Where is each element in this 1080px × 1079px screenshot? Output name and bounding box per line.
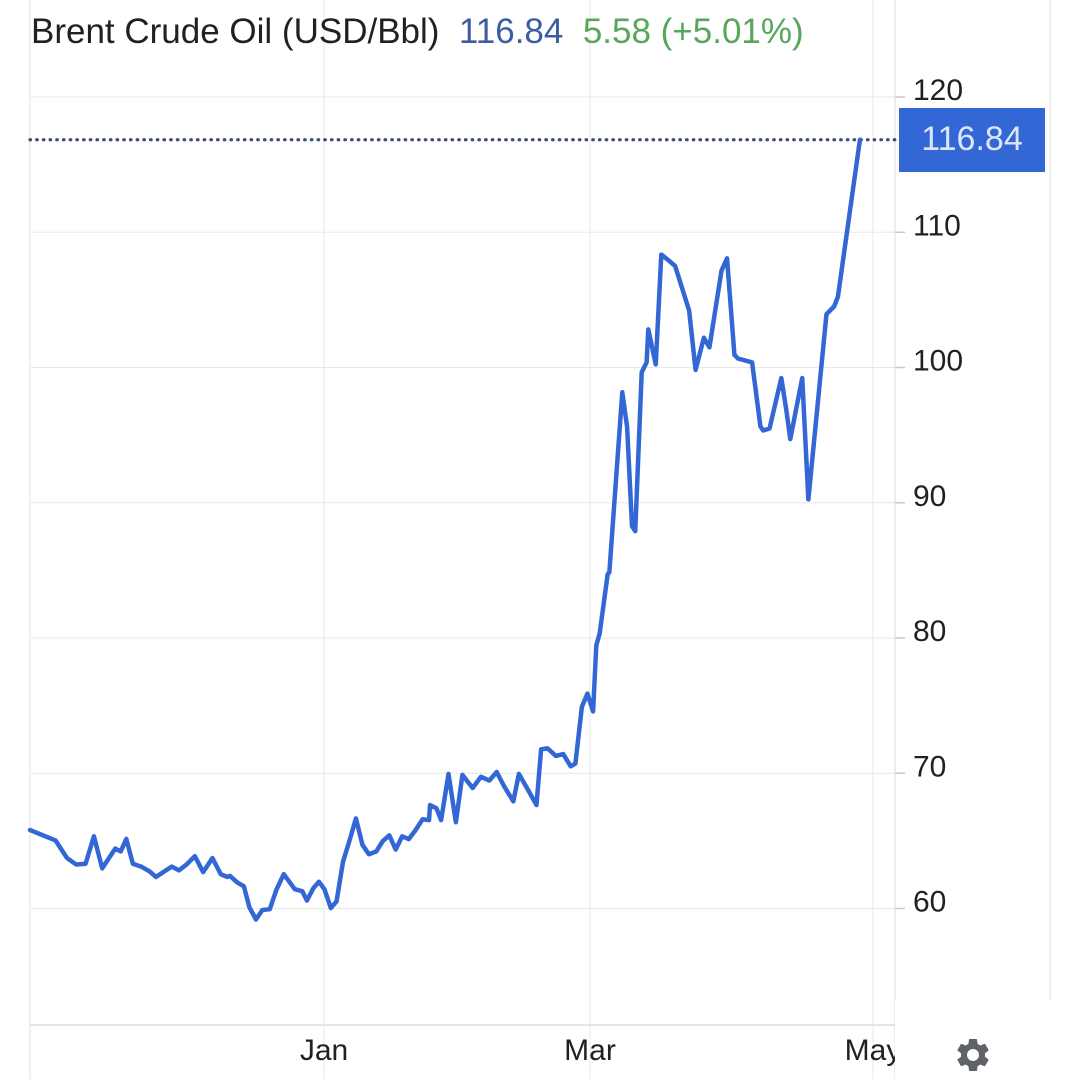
svg-text:Jan: Jan bbox=[300, 1034, 348, 1067]
svg-text:80: 80 bbox=[913, 615, 946, 648]
svg-text:May: May bbox=[845, 1034, 902, 1067]
svg-text:90: 90 bbox=[913, 480, 946, 513]
svg-text:60: 60 bbox=[913, 886, 946, 919]
svg-text:100: 100 bbox=[913, 345, 963, 378]
svg-text:70: 70 bbox=[913, 750, 946, 783]
svg-text:120: 120 bbox=[913, 74, 963, 107]
svg-text:Mar: Mar bbox=[564, 1034, 616, 1067]
svg-text:110: 110 bbox=[913, 209, 961, 242]
